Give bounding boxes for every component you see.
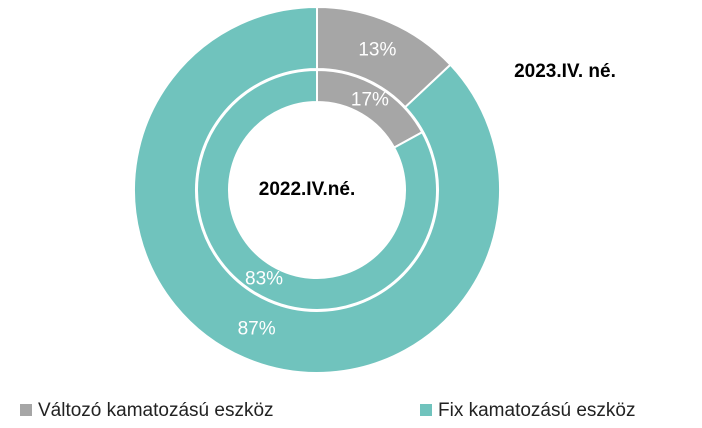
legend-label: Változó kamatozású eszköz [38, 400, 274, 421]
donut-segment [133, 5, 501, 374]
legend-swatch [20, 404, 32, 416]
data-label: 87% [238, 319, 276, 340]
data-label: 17% [351, 89, 389, 110]
donut-segment [196, 68, 438, 311]
ring-label: 2022.IV.né. [259, 179, 355, 200]
data-label: 13% [358, 40, 396, 61]
data-label: 83% [245, 269, 283, 290]
ring-label: 2023.IV. né. [514, 61, 616, 82]
legend-label: Fix kamatozású eszköz [438, 400, 635, 421]
legend-swatch [420, 404, 432, 416]
